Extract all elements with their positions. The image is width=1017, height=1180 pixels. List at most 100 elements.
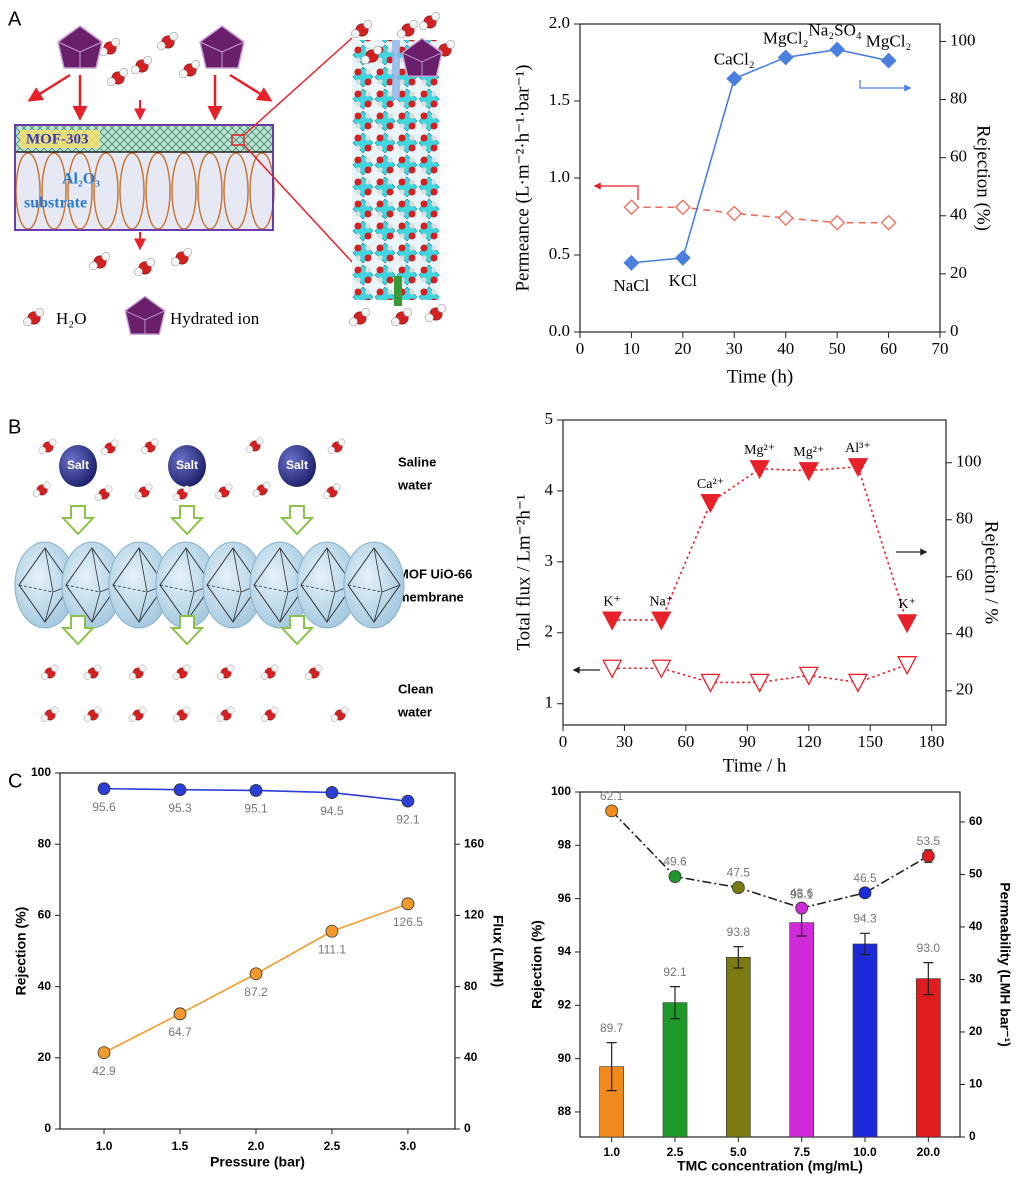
flow-arrow (394, 276, 402, 306)
data-label: 92.1 (663, 965, 687, 979)
y-tick-label: 4 (545, 480, 554, 499)
water-molecule (351, 20, 372, 38)
y2-tick-label: 100 (956, 452, 982, 471)
hydrogen (173, 673, 180, 680)
hydrogen (89, 262, 97, 270)
salt-label: Salt (286, 458, 308, 472)
point-label: Na₂SO₄ (808, 20, 861, 39)
y2-axis-title: Rejection (%) (973, 125, 994, 231)
y-tick-label: 2 (545, 622, 554, 641)
data-point (732, 882, 744, 894)
bar (853, 944, 877, 1137)
data-point (882, 54, 896, 68)
y2-tick-label: 60 (950, 147, 967, 166)
bar (726, 957, 750, 1137)
flow-arrow (392, 40, 400, 100)
data-point (779, 211, 793, 225)
water-molecule (95, 486, 112, 501)
water-molecule (173, 707, 190, 722)
hydrogen (271, 665, 278, 672)
hydrogen (141, 447, 148, 454)
data-point (624, 200, 638, 214)
data-point (800, 463, 818, 480)
y2-tick-label: 100 (950, 30, 976, 49)
y-tick-label: 0.5 (549, 244, 570, 263)
hydrogen (33, 490, 40, 497)
hydrogen (94, 665, 101, 672)
y2-tick-label: 160 (464, 836, 484, 850)
data-point (882, 216, 896, 230)
x-tick-label: 20.0 (917, 1145, 941, 1159)
water-molecule (331, 707, 348, 722)
flow-arrow (63, 506, 93, 534)
y-tick-label: 5 (545, 409, 554, 428)
flow-arrow (282, 506, 312, 534)
hydrogen (101, 448, 108, 455)
data-point (250, 784, 262, 796)
hydrogen (432, 12, 440, 20)
data-point (402, 795, 414, 807)
water-molecule (131, 56, 152, 74)
hydrogen (111, 440, 118, 447)
data-point (174, 784, 186, 796)
y2-tick-label: 20 (969, 1024, 983, 1038)
data-point (676, 251, 690, 265)
point-label: K⁺ (603, 594, 621, 609)
point-label: Ca²⁺ (697, 477, 724, 492)
water-molecule (107, 68, 128, 86)
water-molecule (41, 665, 58, 680)
permeate-label: Clean (398, 681, 433, 696)
hydrogen (36, 308, 44, 316)
water-molecule (23, 308, 44, 326)
y2-tick-label: 40 (464, 1050, 478, 1064)
data-label: 87.2 (244, 985, 268, 999)
hydrogen (107, 78, 115, 86)
hydrogen (349, 318, 357, 326)
y2-tick-label: 0 (464, 1121, 471, 1135)
x-tick-label: 3.0 (400, 1139, 417, 1153)
water-molecule (129, 665, 146, 680)
y-tick-label: 60 (38, 908, 52, 922)
water-molecule (99, 38, 120, 56)
water-molecule (261, 707, 278, 722)
point-label: Na⁺ (649, 594, 673, 609)
data-label: 64.7 (168, 1025, 192, 1039)
y-axis-title: Total flux / Lm⁻²h⁻¹ (513, 494, 534, 651)
water-molecule (101, 440, 118, 455)
data-point (898, 615, 916, 632)
x-tick-label: 10 (623, 339, 640, 358)
page: { "panel_labels": ["A", "B", "C"], "diag… (0, 0, 1017, 1180)
x-tick-label: 2.5 (324, 1139, 341, 1153)
point-label: MgCl₂ (763, 28, 809, 47)
data-point (326, 925, 338, 937)
water-molecule (246, 438, 263, 453)
legend-label: Hydrated ion (170, 309, 260, 328)
hydrogen (134, 268, 142, 276)
y-tick-label: 0.0 (549, 321, 570, 340)
reject-arrow (30, 75, 70, 100)
y-tick-label: 0 (44, 1121, 51, 1135)
water-molecule (84, 707, 101, 722)
water-molecule (171, 248, 192, 266)
data-label: 95.6 (92, 800, 116, 814)
data-label: 46.5 (853, 871, 877, 885)
data-point (796, 902, 808, 914)
y-axis-title: Permeance (L·m⁻²·h⁻¹·bar⁻¹) (512, 64, 533, 291)
salt-label: Salt (176, 458, 198, 472)
point-label: KCl (669, 271, 698, 290)
data-point (849, 674, 867, 691)
x-tick-label: 0 (576, 339, 585, 358)
y-tick-label: 40 (38, 979, 52, 993)
x-axis-title: Time (h) (727, 366, 793, 387)
mof-cell (344, 542, 404, 628)
hydrogen (215, 492, 222, 499)
hydrogen (112, 38, 120, 46)
y-tick-label: 98 (558, 837, 572, 851)
x-tick-label: 150 (857, 732, 883, 751)
data-label: 111.1 (318, 942, 347, 956)
hydrogen (39, 447, 46, 454)
hydrogen (129, 715, 136, 722)
hydrogen (184, 248, 192, 256)
y2-tick-label: 0 (969, 1129, 976, 1143)
